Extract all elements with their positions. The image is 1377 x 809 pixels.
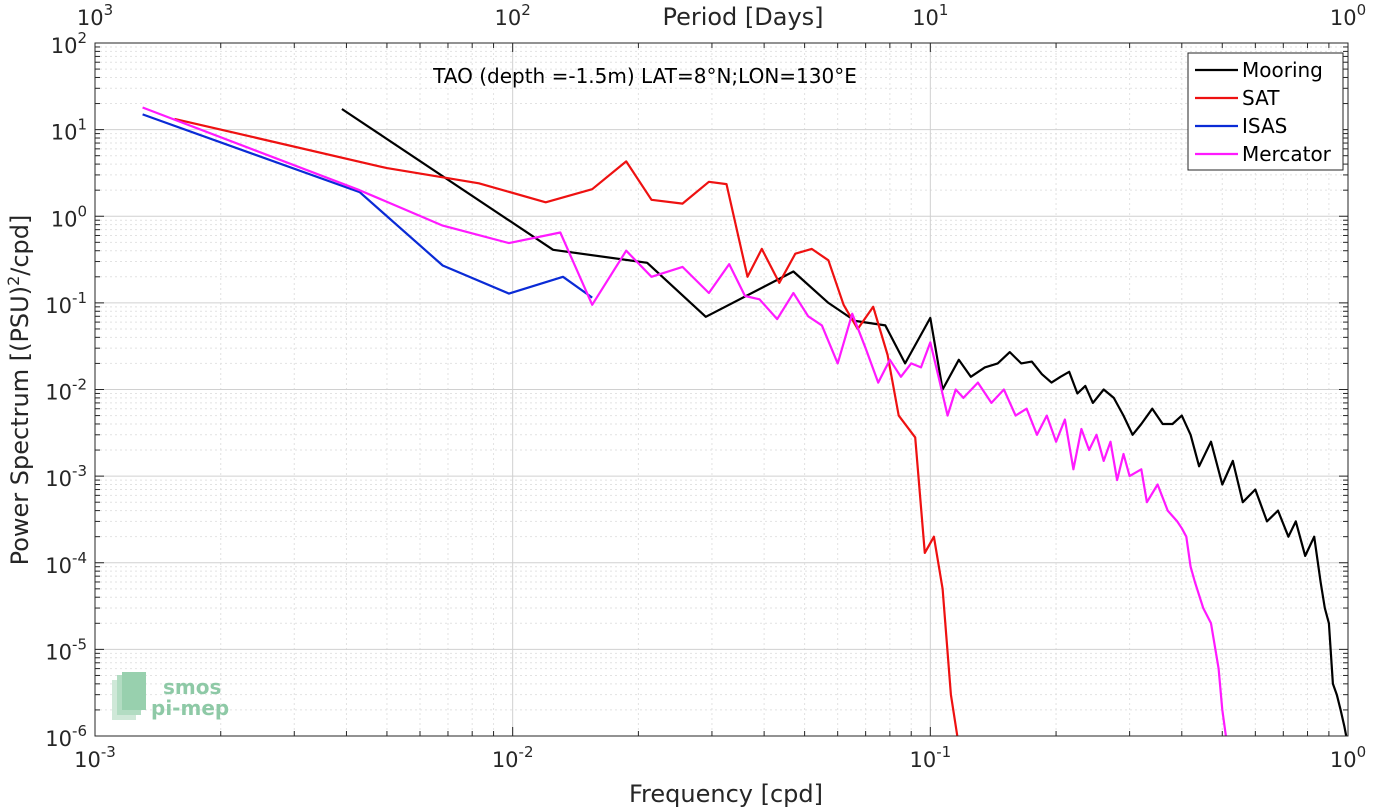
- legend-label-sat: SAT: [1242, 86, 1280, 110]
- y-tick-label: 10-5: [45, 635, 87, 664]
- legend-label-mooring: Mooring: [1242, 58, 1323, 82]
- series-line-mooring: [341, 108, 1348, 737]
- y-axis-title-main: Power Spectrum [(PSU): [6, 286, 34, 565]
- legend-label-isas: ISAS: [1242, 114, 1287, 138]
- x-tick-label: 10-1: [909, 743, 951, 772]
- legend-items: Mooring SAT ISAS Mercator: [1195, 58, 1332, 166]
- series-layer: [142, 106, 1348, 737]
- minor-grid: [95, 43, 1348, 736]
- legend: Mooring SAT ISAS Mercator: [1187, 52, 1344, 171]
- axis-ticks: [94, 42, 1349, 737]
- y-axis-title-end: /cpd]: [6, 215, 34, 276]
- y-tick-label: 10-2: [45, 376, 87, 405]
- y-tick-label: 10-3: [45, 462, 87, 491]
- legend-box: [1187, 52, 1344, 171]
- y-tick-label: 100: [51, 202, 87, 231]
- x2-tick-label: 100: [1330, 1, 1366, 30]
- y-axis-title: Power Spectrum [(PSU)2/cpd]: [4, 215, 34, 566]
- y-tick-label: 102: [51, 29, 87, 58]
- y-tick-label: 10-4: [45, 549, 87, 578]
- series-line-sat: [174, 117, 959, 737]
- series-line-mercator: [142, 106, 1227, 737]
- x-tick-label: 100: [1330, 743, 1366, 772]
- x-tick-label: 10-2: [492, 743, 534, 772]
- y-axis-title-superscript: 2: [4, 276, 23, 286]
- x2-axis-title: Period [Days]: [662, 3, 823, 31]
- logo-shape-front: [122, 672, 146, 710]
- x-axis-title: Frequency [cpd]: [629, 780, 823, 808]
- y-tick-label: 101: [51, 116, 87, 145]
- y-tick-label: 10-6: [45, 722, 87, 751]
- logo-line2: pi-mep: [151, 696, 229, 720]
- x-tick-label: 10-3: [74, 743, 116, 772]
- x2-tick-label: 102: [495, 1, 531, 30]
- legend-label-mercator: Mercator: [1242, 142, 1332, 166]
- chart-title: TAO (depth =-1.5m) LAT=8°N;LON=130°E: [432, 64, 857, 88]
- logo-line1: smos: [163, 675, 221, 699]
- x2-tick-label: 103: [77, 1, 113, 30]
- y-tick-label: 10-1: [45, 289, 87, 318]
- smos-pi-mep-logo: smos pi-mep: [112, 672, 229, 720]
- x2-tick-label: 101: [912, 1, 948, 30]
- series-line-isas: [142, 113, 593, 299]
